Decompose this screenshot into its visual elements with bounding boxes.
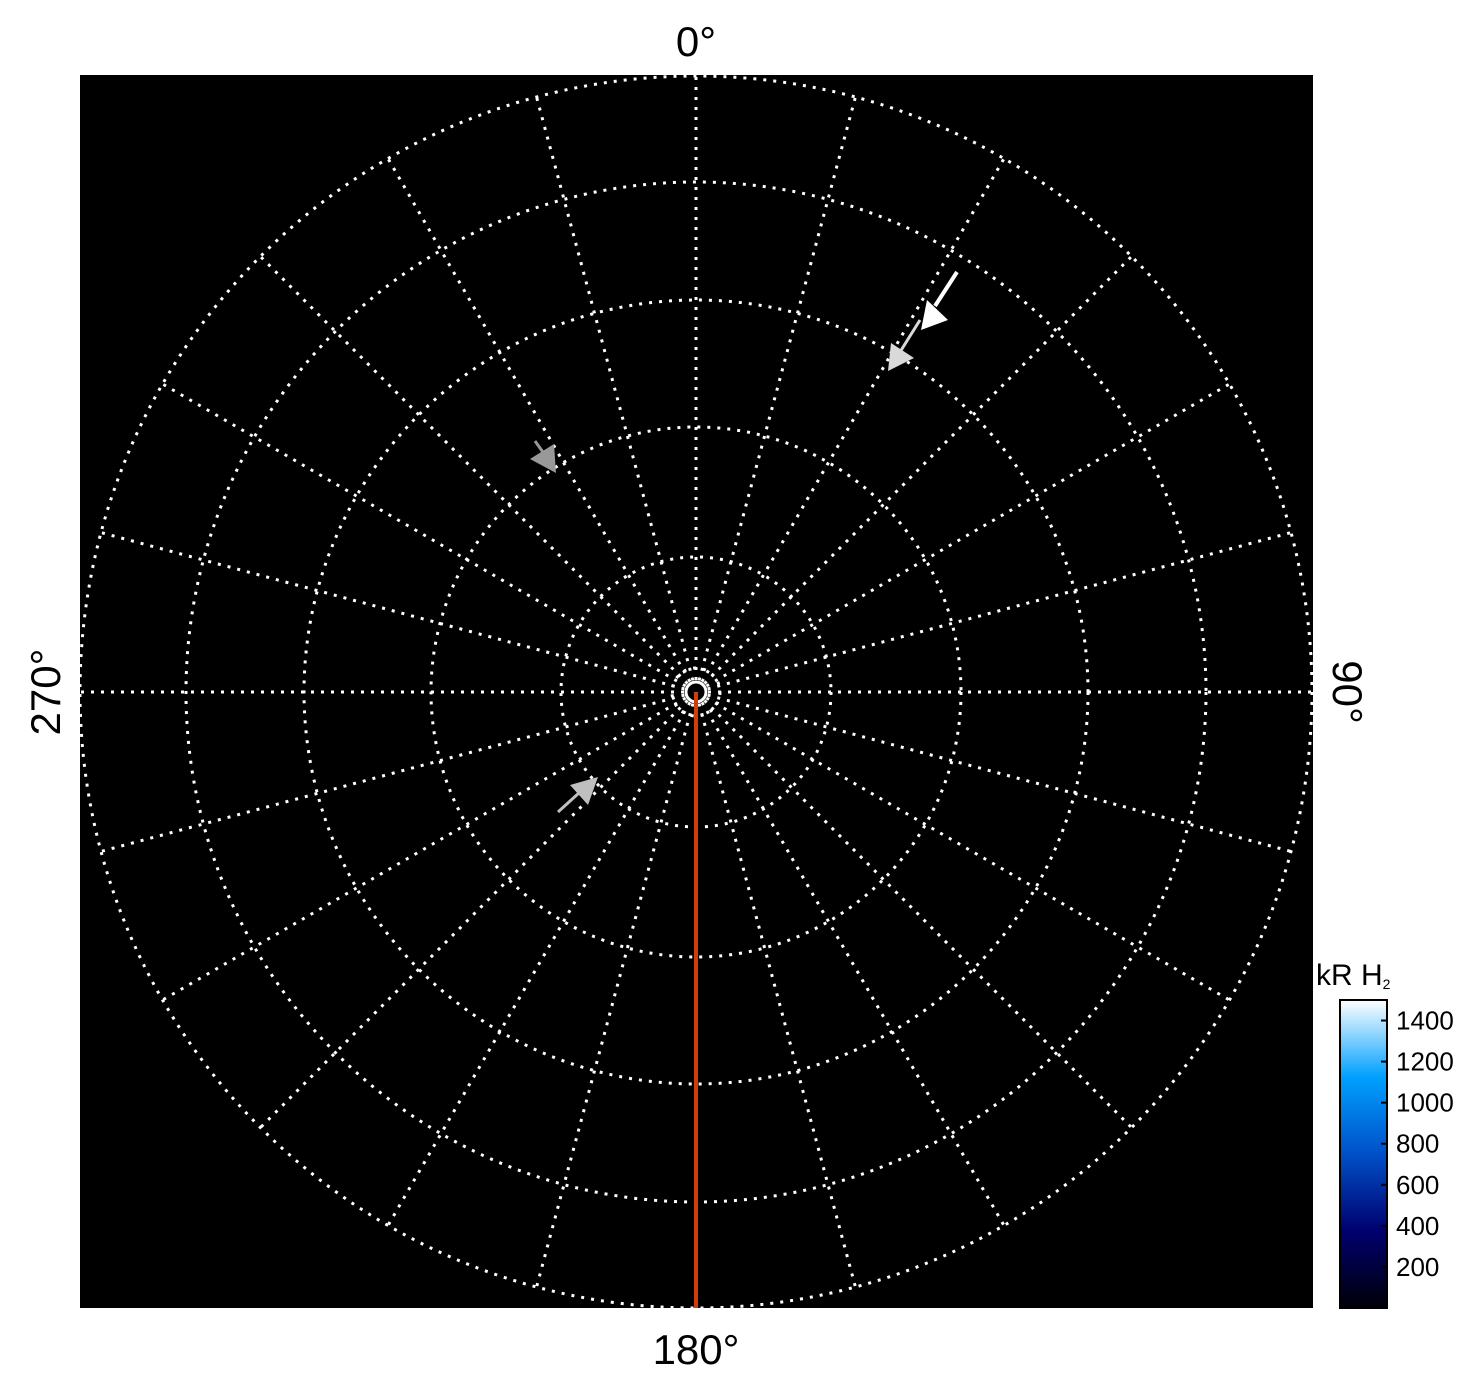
arrow-head	[921, 300, 948, 330]
grid-spoke	[100, 693, 685, 853]
grid-ring	[80, 75, 1313, 1308]
arrow-shaft	[898, 319, 922, 353]
colorbar-label: kR H2	[1316, 959, 1391, 992]
grid-spoke	[700, 157, 1006, 683]
grid-spoke	[705, 382, 1231, 688]
grid-spoke	[697, 703, 857, 1288]
grid-spoke	[161, 696, 687, 1002]
colorbar-tick-label: 1000	[1396, 1088, 1454, 1118]
grid-spoke	[535, 703, 695, 1288]
grid-spoke	[386, 157, 692, 683]
arrow-head	[888, 343, 914, 371]
grid	[80, 75, 1313, 1308]
grid-spoke	[535, 96, 695, 681]
grid-spoke	[259, 255, 689, 685]
arrow-shaft	[933, 270, 959, 308]
colorbar-tick-label: 1200	[1396, 1047, 1454, 1077]
grid-spoke	[700, 701, 1006, 1227]
angle-label-left: 270°	[22, 649, 69, 736]
colorbar-gradient	[1339, 999, 1388, 1309]
grid-spoke	[707, 531, 1292, 691]
grid-spoke	[703, 699, 1133, 1129]
grid-spoke	[259, 699, 689, 1129]
grid-spoke	[386, 701, 692, 1227]
grid-spoke	[705, 696, 1231, 1002]
angle-label-bottom: 180°	[653, 1326, 740, 1373]
grid-spoke	[707, 693, 1292, 853]
arrow-head	[530, 444, 556, 473]
colorbar-tick-label: 1400	[1396, 1006, 1454, 1036]
arrow-shaft	[556, 790, 582, 814]
angle-label-top: 0°	[676, 18, 716, 65]
colorbar-tick-label: 600	[1396, 1170, 1439, 1200]
arrows	[530, 270, 959, 814]
colorbar-tick-label: 800	[1396, 1129, 1439, 1159]
colorbar: kR H2 200 400 600 800 1000 1200 1400	[1316, 959, 1454, 1309]
grid-spoke	[697, 96, 857, 681]
grid-spoke	[703, 255, 1133, 685]
arrow-head	[570, 777, 598, 805]
grid-spoke	[100, 531, 685, 691]
colorbar-tick-label: 200	[1396, 1252, 1439, 1282]
grid-spoke	[161, 382, 687, 688]
colorbar-tick-label: 400	[1396, 1211, 1439, 1241]
angle-label-right: 90°	[1324, 660, 1371, 724]
